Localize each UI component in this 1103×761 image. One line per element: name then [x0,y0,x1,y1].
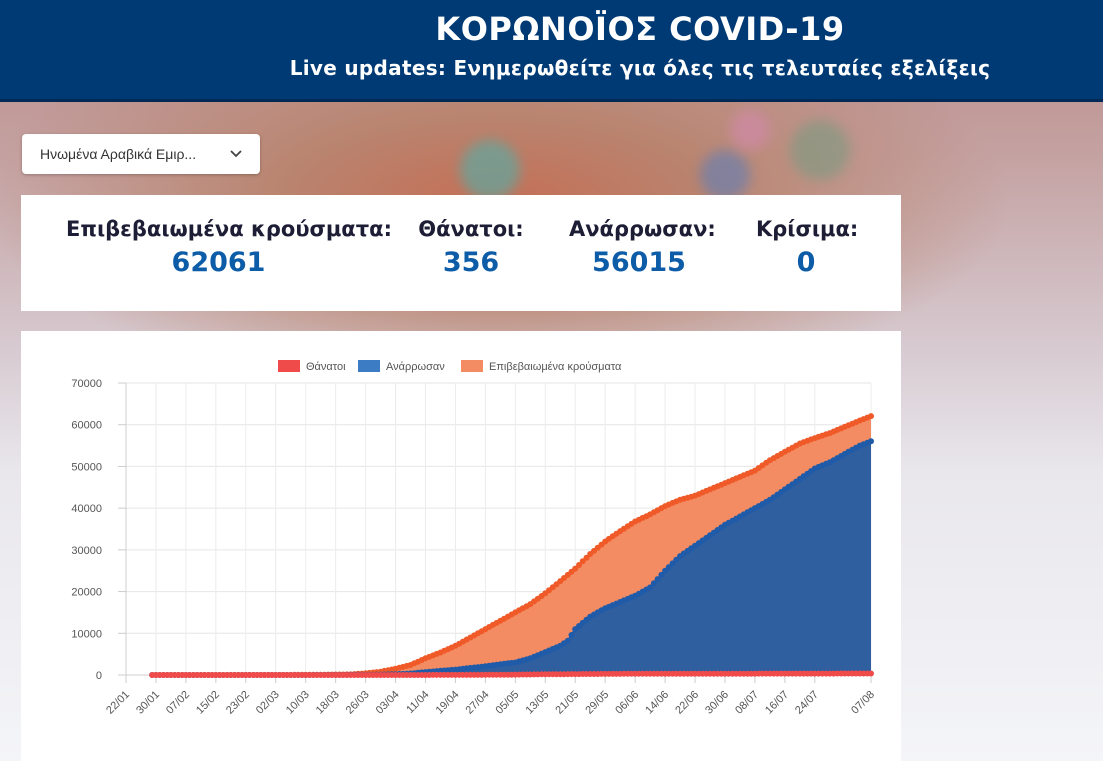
x-tick-label: 11/04 [404,689,431,716]
stat-recovered-label: Ανάρρωσαν: [569,217,716,241]
stat-recovered: Ανάρρωσαν: 56015 [569,217,716,278]
recovered-point [662,567,669,574]
x-tick-label: 07/02 [164,689,192,717]
x-tick-label: 22/06 [673,689,701,717]
chevron-down-icon [230,147,242,161]
x-tick-label: 05/05 [494,689,522,717]
recovered-area [152,441,871,675]
legend-swatch [461,360,483,372]
stat-deaths: Θάνατοι: 356 [416,217,526,278]
x-tick-label: 03/04 [374,689,402,717]
x-tick-label: 08/07 [733,689,761,717]
x-tick-label: 22/01 [104,689,132,717]
confirmed-point [576,562,582,568]
stat-recovered-value: 56015 [592,247,686,278]
legend-label: Θάνατοι [306,361,346,373]
recovered-point [564,637,571,644]
stat-deaths-label: Θάνατοι: [418,217,524,241]
recovered-point [673,556,680,563]
legend-swatch [278,360,300,372]
x-tick-label: 30/06 [703,689,731,717]
legend-label: Ανάρρωσαν [386,361,445,373]
y-tick-label: 30000 [71,545,102,557]
confirmed-point [583,554,590,561]
x-tick-label: 18/03 [314,689,342,717]
x-tick-label: 15/02 [194,689,222,717]
confirmed-point [868,413,874,420]
stat-deaths-value: 356 [442,247,500,278]
recovered-point [650,580,657,587]
x-tick-label: 24/07 [793,689,821,717]
y-tick-label: 20000 [71,587,102,599]
page-subtitle: Live updates: Ενημερωθείτε για όλες τις … [289,56,991,80]
x-tick-label: 07/08 [849,689,877,717]
recovered-point [568,632,575,638]
recovered-point [654,576,661,583]
x-tick-label: 06/06 [613,689,641,717]
x-tick-label: 27/04 [464,689,492,717]
x-tick-label: 10/03 [284,689,312,717]
confirmed-point [572,565,579,572]
chart-panel: 70000 60000 50000 40000 30000 20000 10000 0 22/0… [21,331,901,761]
recovered-point [868,438,874,445]
legend-label: Επιβεβαιωμένα κρούσματα [489,361,622,373]
stat-critical-label: Κρίσιμα: [756,217,859,241]
x-tick-label: 02/03 [254,689,282,717]
x-tick-label: 30/01 [134,689,162,717]
stat-critical: Κρίσιμα: 0 [756,217,859,278]
stat-confirmed-value: 62061 [171,247,266,278]
y-tick-label: 70000 [71,378,102,390]
stat-confirmed: Επιβεβαιωμένα κρούσματα: 62061 [66,217,392,278]
y-tick-label: 0 [96,670,102,682]
x-tick-label: 16/07 [763,689,791,717]
legend-swatch [358,360,380,372]
deaths-points [149,670,874,678]
page-title: ΚΟΡΩΝΟΪΟΣ COVID-19 [435,10,845,48]
country-select-value: Ηνωμένα Αραβικά Εμιρ... [40,146,197,162]
country-select[interactable]: Ηνωμένα Αραβικά Εμιρ... [22,134,260,174]
recovered-point [658,571,665,578]
background-virus-particle [790,120,850,180]
page-header: ΚΟΡΩΝΟΪΟΣ COVID-19 Live updates: Ενημερω… [0,0,1103,102]
x-tick-label: 21/05 [553,689,581,717]
stat-confirmed-label: Επιβεβαιωμένα κρούσματα: [66,217,392,241]
y-tick-label: 10000 [71,628,102,640]
x-tick-label: 19/04 [434,689,462,717]
x-tick-label: 13/05 [523,689,551,717]
deaths-point [868,670,874,677]
x-tick-label: 26/03 [344,689,372,717]
background-virus-particle [700,150,750,200]
x-tick-label: 29/05 [583,689,611,717]
y-tick-label: 50000 [71,461,102,473]
y-tick-label: 60000 [71,420,102,432]
background-virus-particle [460,140,520,200]
stat-critical-value: 0 [796,247,816,278]
stats-panel: Επιβεβαιωμένα κρούσματα: 62061 Θάνατοι: … [21,195,901,311]
confirmed-point [579,558,586,565]
y-tick-label: 40000 [71,503,102,515]
recovered-point [665,564,672,571]
x-tick-label: 23/02 [224,689,252,717]
recovered-point [669,560,676,567]
cases-chart: 70000600005000040000300002000010000022/0… [71,360,877,717]
x-tick-label: 14/06 [643,689,671,717]
recovered-point [647,584,654,591]
background-virus-particle [730,110,770,150]
